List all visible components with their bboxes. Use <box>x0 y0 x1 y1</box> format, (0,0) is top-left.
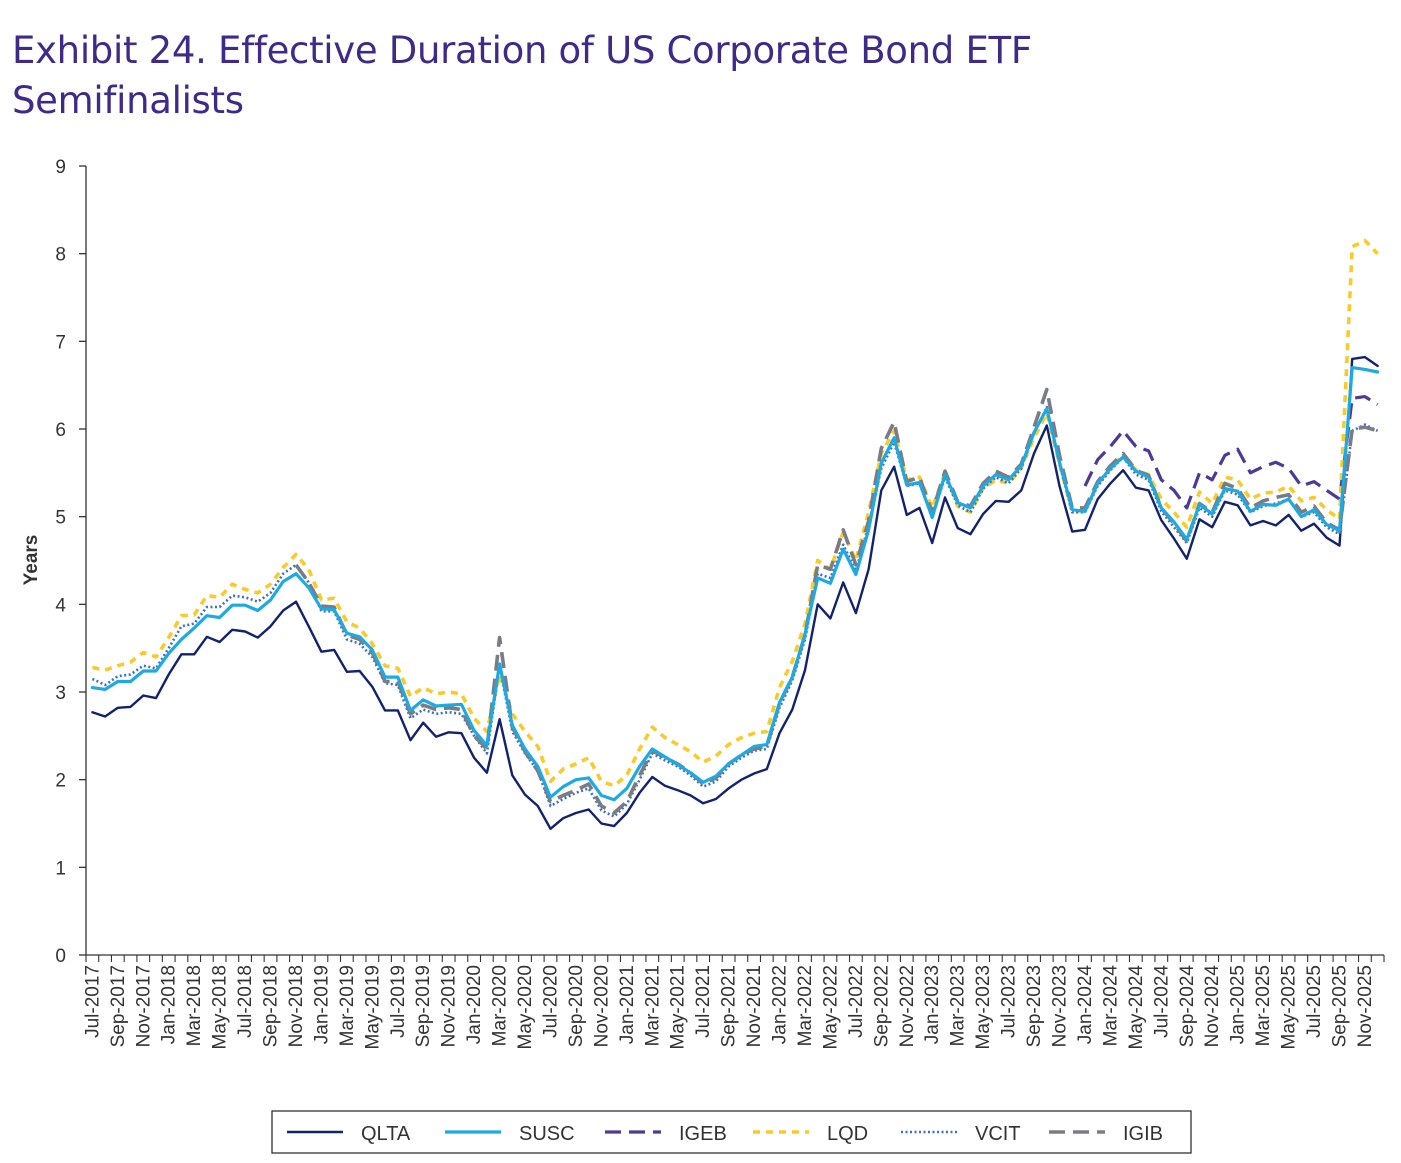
y-tick-label: 7 <box>55 332 66 353</box>
x-tick-label: Jul-2022 <box>846 965 867 1038</box>
y-tick-label: 1 <box>55 858 66 879</box>
x-tick-label: May-2024 <box>1126 965 1147 1050</box>
x-tick-label: Sep-2017 <box>108 965 129 1047</box>
y-tick-label: 4 <box>55 595 66 616</box>
x-tick-label: Jul-2019 <box>388 965 409 1038</box>
x-tick-label: Nov-2018 <box>286 965 307 1047</box>
x-tick-label: Mar-2022 <box>795 965 816 1046</box>
x-tick-label: Jan-2018 <box>159 965 180 1044</box>
x-tick-label: May-2025 <box>1279 965 1300 1050</box>
x-tick-label: Sep-2024 <box>1177 965 1198 1048</box>
x-tick-label: May-2018 <box>210 965 231 1050</box>
y-tick-label: 5 <box>55 508 66 529</box>
x-tick-label: Jul-2018 <box>235 965 256 1038</box>
legend-label-susc: SUSC <box>519 1123 575 1145</box>
x-tick-label: Jul-2017 <box>82 965 103 1038</box>
x-tick-label: Mar-2025 <box>1253 965 1274 1046</box>
y-ticks: 0 1 2 3 4 5 6 7 8 9 <box>55 157 86 967</box>
x-tick-label: Sep-2022 <box>871 965 892 1047</box>
x-tick-label: May-2022 <box>820 965 841 1050</box>
y-tick-label: 6 <box>55 420 66 441</box>
x-tick-label: Jul-2025 <box>1304 965 1325 1038</box>
legend-box <box>271 1110 1192 1154</box>
y-tick-label: 3 <box>55 683 66 704</box>
series-line-susc <box>90 366 1380 802</box>
y-tick-label: 8 <box>55 245 66 266</box>
x-tick-label: Mar-2021 <box>642 965 663 1046</box>
x-tick-label: Nov-2019 <box>439 965 460 1047</box>
series-line-qlta <box>91 355 1379 830</box>
x-tick-label: Jan-2019 <box>311 965 332 1044</box>
series-lines <box>90 238 1380 830</box>
x-tick-label: Sep-2019 <box>413 965 434 1047</box>
x-tick-label: Sep-2025 <box>1329 965 1350 1047</box>
legend-label-qlta: QLTA <box>361 1123 411 1145</box>
chart-title: Exhibit 24. Effective Duration of US Cor… <box>12 29 1032 122</box>
x-tick-label: Jul-2021 <box>693 965 714 1038</box>
y-axis-title-group: Years <box>21 535 42 586</box>
x-tick-label: Jul-2023 <box>999 965 1020 1038</box>
x-tick-label: Jan-2025 <box>1228 965 1249 1044</box>
y-tick-label: 2 <box>55 771 66 792</box>
x-tick-label: Jan-2020 <box>464 965 485 1044</box>
x-tick-label: Jul-2020 <box>540 965 561 1038</box>
x-tick-label: May-2021 <box>668 965 689 1050</box>
legend-label-igib: IGIB <box>1123 1123 1163 1145</box>
x-tick-label: Jan-2023 <box>922 965 943 1044</box>
x-tick-label: Mar-2023 <box>948 965 969 1046</box>
x-tick-label: Nov-2021 <box>744 965 765 1047</box>
x-tick-label: Mar-2024 <box>1100 965 1121 1047</box>
x-tick-label: Nov-2024 <box>1202 965 1223 1048</box>
series-line-vcit <box>91 405 1379 818</box>
x-tick-label: Mar-2019 <box>337 965 358 1046</box>
x-tick-label: Mar-2020 <box>490 965 511 1046</box>
y-axis-title: Years <box>21 535 42 586</box>
x-tick-label: Mar-2018 <box>184 965 205 1046</box>
x-tick-label: Sep-2020 <box>566 965 587 1047</box>
x-tick-label: Jan-2024 <box>1075 965 1096 1045</box>
x-tick-label: May-2019 <box>362 965 383 1050</box>
series-line-lqd <box>92 238 1379 788</box>
series-line-igeb <box>1083 395 1379 510</box>
x-tick-label: Jan-2021 <box>617 965 638 1044</box>
x-tick-label: Jul-2024 <box>1151 965 1172 1038</box>
x-tick-label: Nov-2025 <box>1355 965 1376 1047</box>
x-ticks: Jul-2017 Sep-2017 Nov-2017 Jan-2018 Mar-2018… <box>82 955 1385 1050</box>
y-tick-label: 9 <box>55 157 66 178</box>
x-tick-label: May-2020 <box>515 965 536 1050</box>
legend: QLTA SUSC IGEB LQD VCIT IGIB <box>271 1110 1192 1154</box>
x-tick-label: Nov-2017 <box>133 965 154 1047</box>
x-tick-label: Nov-2023 <box>1050 965 1071 1047</box>
x-tick-label: May-2023 <box>973 965 994 1050</box>
axes <box>85 166 1384 956</box>
x-tick-label: Nov-2020 <box>591 965 612 1047</box>
y-tick-label: 0 <box>55 946 66 967</box>
legend-label-igeb: IGEB <box>679 1123 727 1145</box>
x-tick-label: Nov-2022 <box>897 965 918 1047</box>
x-tick-label: Sep-2021 <box>719 965 740 1047</box>
x-tick-label: Sep-2023 <box>1024 965 1045 1047</box>
x-tick-label: Sep-2018 <box>261 965 282 1047</box>
x-tick-label: Jan-2022 <box>770 965 791 1044</box>
legend-label-lqd: LQD <box>827 1123 868 1145</box>
legend-label-vcit: VCIT <box>975 1123 1021 1145</box>
